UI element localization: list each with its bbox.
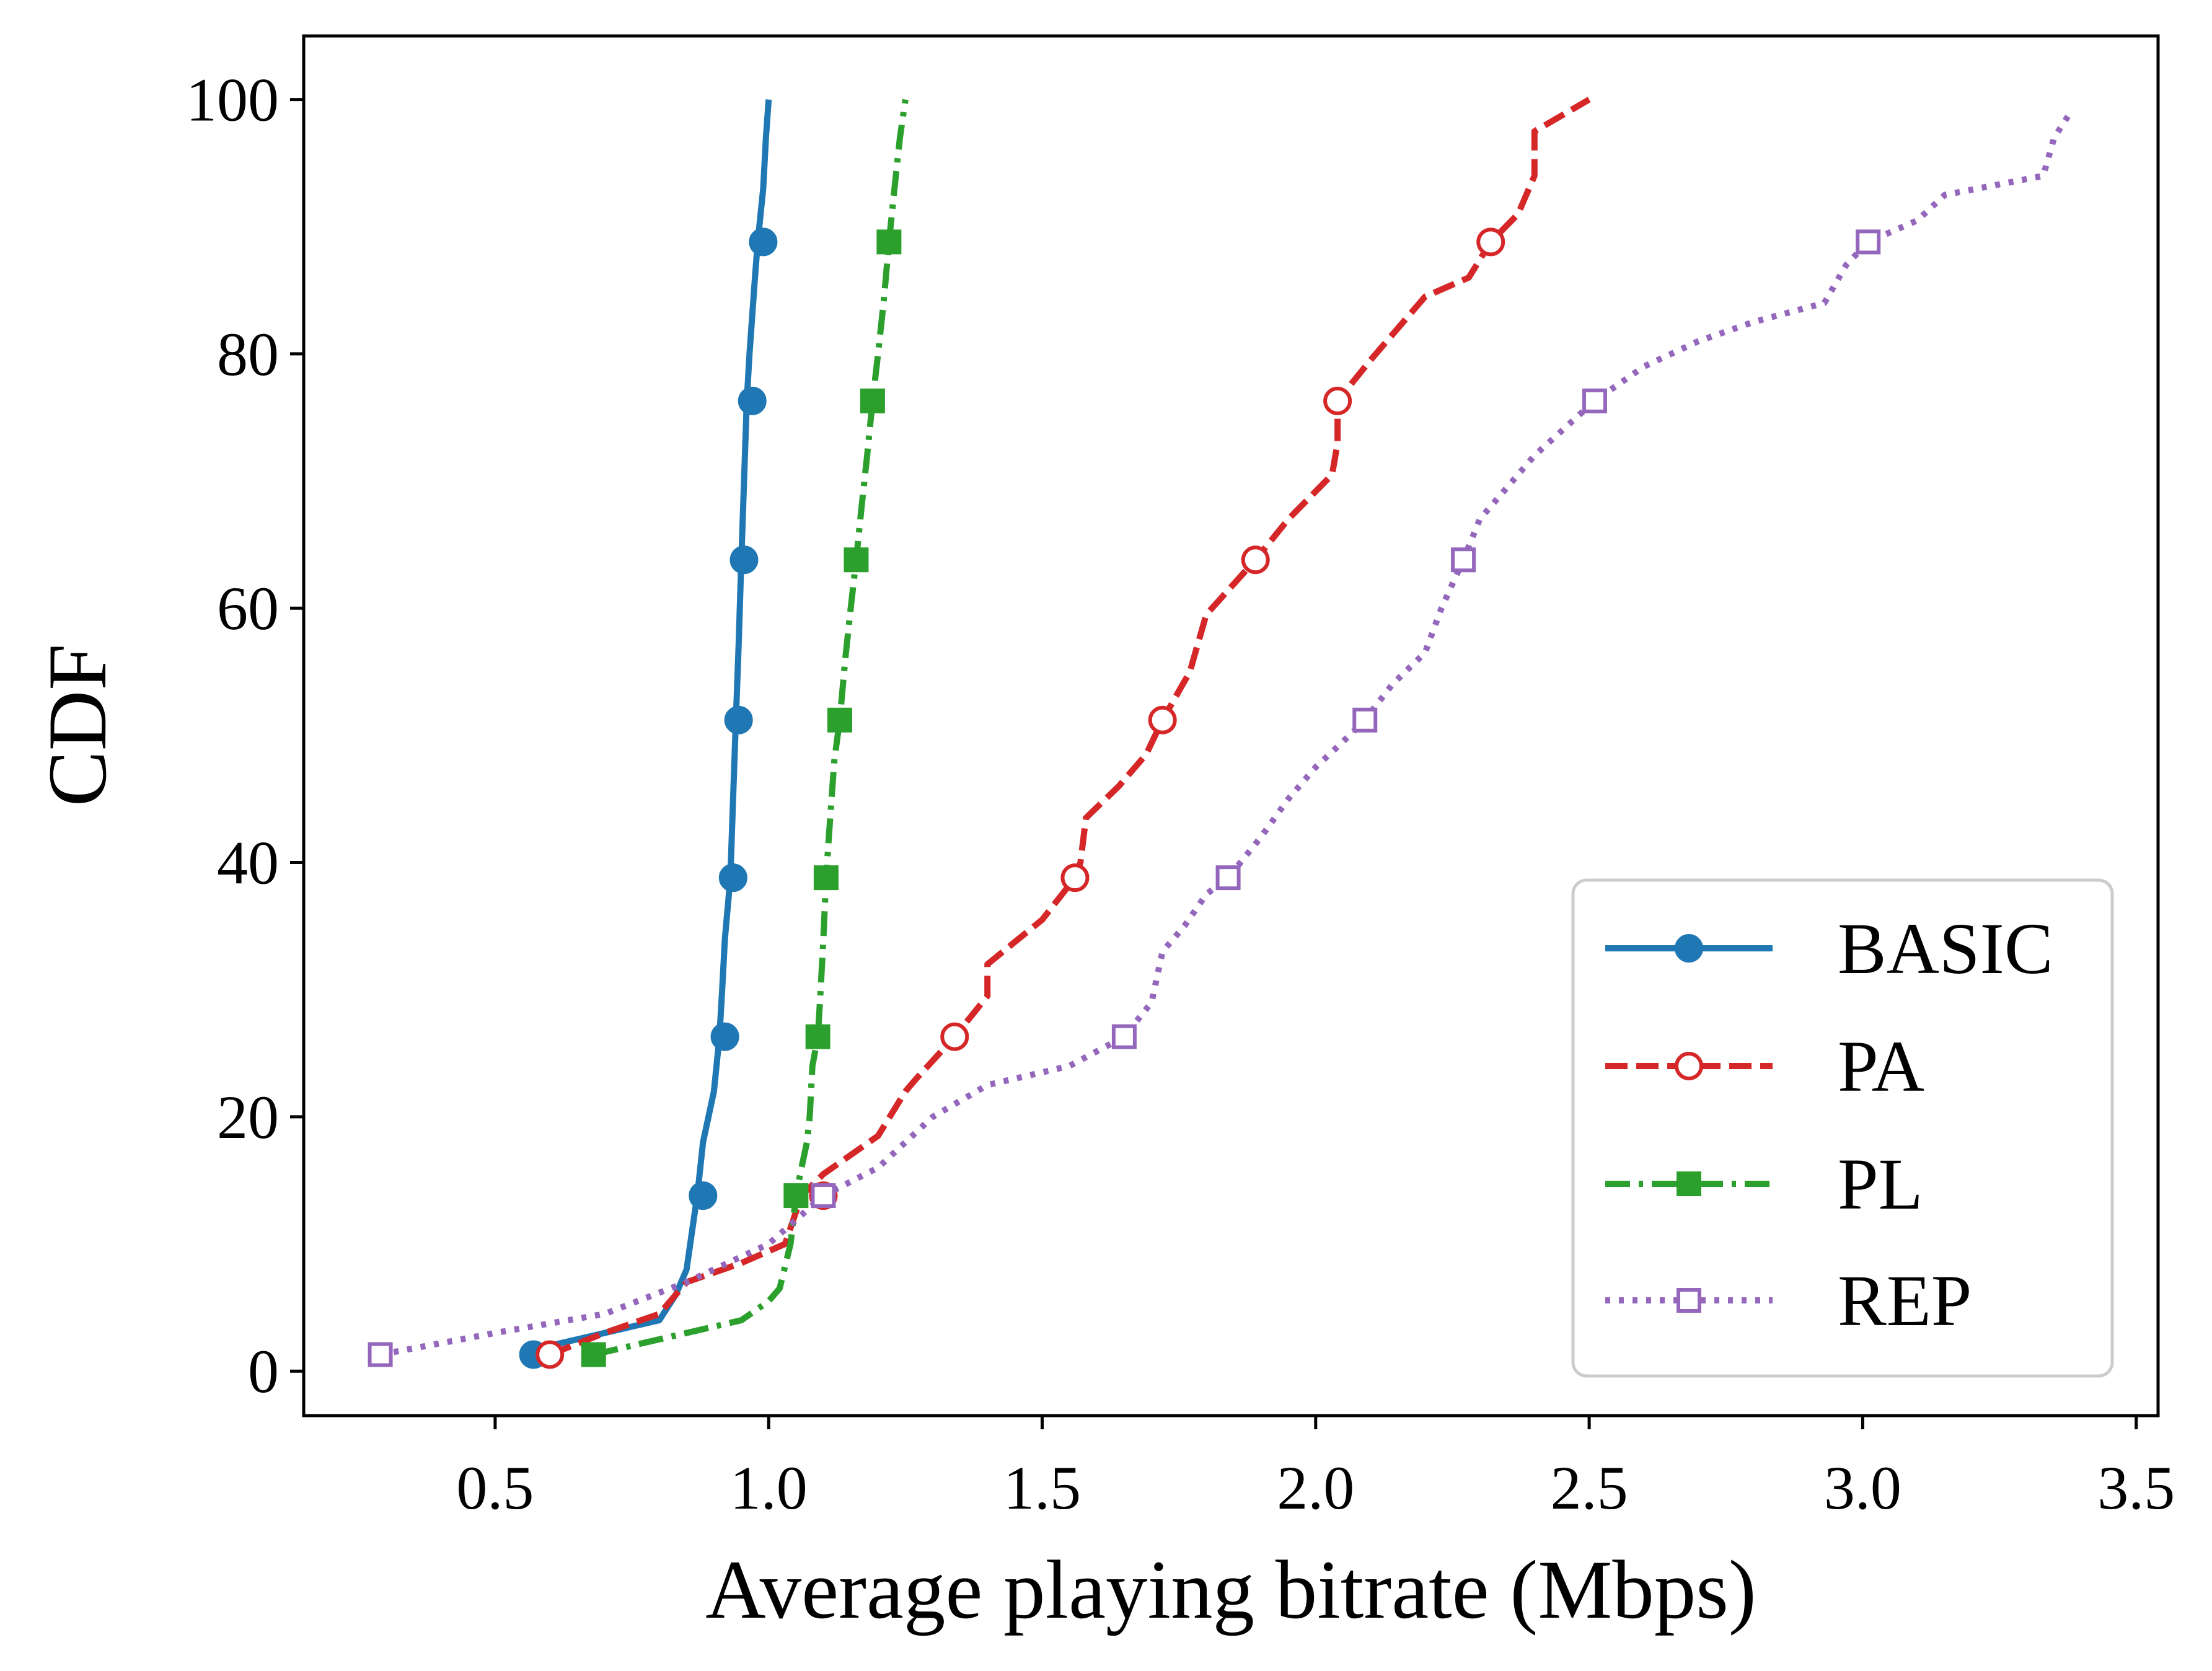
x-tick-label: 3.5: [2097, 1453, 2175, 1522]
y-tick-label: 20: [217, 1083, 279, 1152]
data-point-pl: [783, 1183, 809, 1209]
x-tick-label: 1.5: [1003, 1453, 1081, 1522]
data-point-pa: [535, 1340, 565, 1369]
data-point-pl: [844, 547, 869, 573]
series-pl: [581, 99, 909, 1367]
series-rep: [368, 110, 2073, 1367]
legend: BASIC PA PL REP: [1571, 878, 2114, 1378]
data-point-rep: [1352, 707, 1378, 733]
data-point-pl: [876, 229, 902, 255]
data-point-rep: [1856, 229, 1881, 255]
x-tick-label: 2.0: [1277, 1453, 1354, 1522]
y-tick-label: 100: [186, 66, 279, 134]
legend-box: [1571, 878, 2114, 1378]
data-point-pl: [581, 1342, 606, 1367]
y-tick-label: 60: [217, 574, 279, 643]
legend-item-pl: PL: [1605, 1144, 1923, 1225]
legend-label-basic: BASIC: [1838, 908, 2053, 989]
data-point-rep: [1451, 547, 1476, 573]
x-tick-label: 0.5: [456, 1453, 534, 1522]
x-tick-label: 2.5: [1551, 1453, 1628, 1522]
legend-items: BASIC PA PL REP: [1605, 908, 2053, 1341]
data-point-pl: [805, 1024, 831, 1049]
data-point-pl: [827, 707, 852, 733]
data-point-rep: [1582, 388, 1607, 413]
legend-marker-pl: [1677, 1171, 1701, 1196]
legend-item-rep: REP: [1605, 1260, 1972, 1341]
series-basic: [519, 99, 778, 1369]
series-layer: [368, 97, 2073, 1369]
data-point-rep: [1215, 865, 1241, 891]
y-axis-label: CDF: [32, 644, 124, 807]
data-point-pl: [813, 865, 839, 891]
data-point-basic: [689, 1181, 718, 1210]
x-axis-ticks: 0.5 1.0 1.5 2.0 2.5 3.0 3.5: [456, 1416, 2175, 1522]
y-tick-label: 40: [217, 829, 279, 897]
data-point-pa: [940, 1022, 969, 1051]
y-tick-label: 0: [248, 1337, 279, 1406]
legend-label-rep: REP: [1838, 1260, 1972, 1341]
data-point-rep: [368, 1342, 393, 1367]
series-line-pl: [593, 99, 909, 1358]
data-point-pa: [1148, 705, 1177, 734]
data-point-basic: [710, 1022, 739, 1051]
data-point-pl: [860, 388, 885, 413]
data-point-basic: [718, 863, 747, 893]
data-point-pa: [1241, 545, 1270, 575]
legend-marker-pa: [1675, 1052, 1703, 1080]
data-point-basic: [724, 705, 753, 734]
x-axis-label: Average playing bitrate (Mbps): [705, 1544, 1756, 1636]
legend-label-pa: PA: [1838, 1026, 1924, 1107]
x-tick-label: 1.0: [730, 1453, 808, 1522]
data-point-basic: [738, 386, 767, 415]
data-point-pa: [1060, 863, 1090, 893]
axes-frame: [302, 34, 2160, 1417]
data-point-rep: [1111, 1024, 1137, 1049]
data-point-rep: [811, 1183, 836, 1209]
legend-item-basic: BASIC: [1605, 908, 2053, 989]
x-tick-label: 3.0: [1824, 1453, 1901, 1522]
legend-item-pa: PA: [1605, 1026, 1924, 1107]
legend-label-pl: PL: [1838, 1144, 1923, 1225]
y-tick-label: 80: [217, 320, 279, 389]
y-axis-ticks: 0 20 40 60 80 100: [186, 66, 304, 1406]
legend-marker-basic: [1675, 934, 1703, 963]
data-point-pa: [1323, 386, 1352, 415]
data-point-basic: [729, 545, 759, 575]
legend-marker-rep: [1677, 1288, 1701, 1313]
data-point-pa: [1476, 227, 1505, 257]
data-point-basic: [749, 227, 778, 257]
